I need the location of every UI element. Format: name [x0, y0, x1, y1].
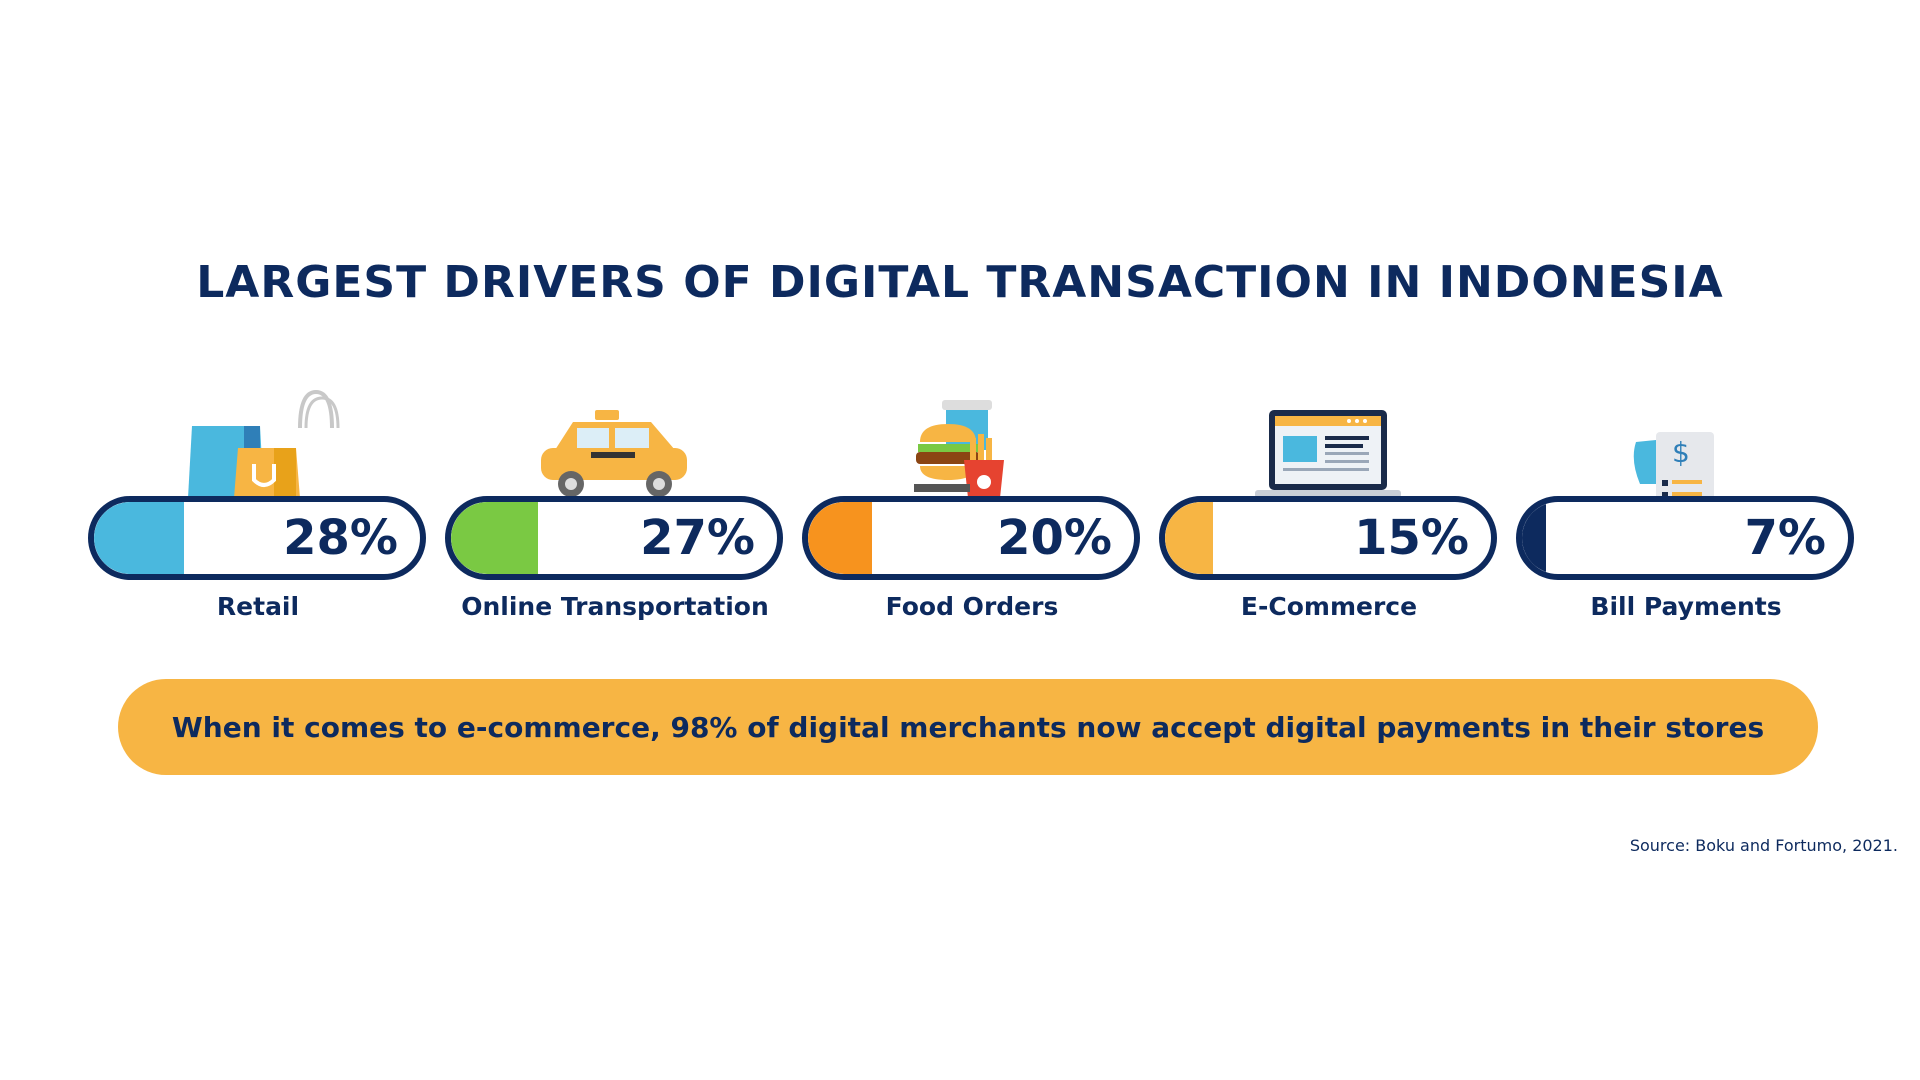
food-orders-label: Food Orders [885, 592, 1059, 621]
e-commerce-label: E-Commerce [1240, 592, 1418, 621]
driver-food-orders: 20% Food Orders [802, 380, 1142, 640]
driver-online-transportation: 27% Online Transportation [445, 380, 785, 640]
callout-banner: When it comes to e-commerce, 98% of digi… [118, 679, 1818, 775]
driver-retail: 28% Retail [88, 380, 428, 640]
retail-bar-fill [94, 502, 184, 574]
svg-text:$: $ [1672, 436, 1690, 469]
food-orders-value: 20% [997, 510, 1112, 566]
e-commerce-value: 15% [1354, 510, 1469, 566]
e-commerce-bar-fill [1165, 502, 1213, 574]
taxi-icon [541, 410, 687, 497]
bill-payments-value: 7% [1744, 510, 1827, 566]
food-orders-bar: 20% [802, 496, 1140, 580]
laptop-icon [1255, 410, 1401, 498]
shopping-bags-icon [188, 389, 340, 498]
retail-value: 28% [283, 510, 398, 566]
bill-payments-bar: 7% [1516, 496, 1854, 580]
e-commerce-bar: 15% [1159, 496, 1497, 580]
food-orders-bar-fill [808, 502, 872, 574]
retail-label: Retail [216, 592, 300, 621]
online-transportation-bar: 27% [445, 496, 783, 580]
bill-payments-label: Bill Payments [1590, 592, 1782, 621]
fast-food-icon [914, 400, 1004, 498]
online-transportation-bar-fill [451, 502, 538, 574]
bill-receipt-icon: $ [1633, 432, 1714, 542]
source-note: Source: Boku and Fortumo, 2021. [1629, 836, 1898, 855]
driver-bill-payments: $ 7% Bill Payments [1516, 380, 1856, 640]
chart-title: LARGEST DRIVERS OF DIGITAL TRANSACTION I… [196, 257, 1724, 308]
online-transportation-value: 27% [640, 510, 755, 566]
driver-e-commerce: 15% E-Commerce [1159, 380, 1499, 640]
callout-text: When it comes to e-commerce, 98% of digi… [171, 710, 1765, 744]
online-transportation-label: Online Transportation [461, 592, 769, 621]
bill-payments-bar-fill [1522, 502, 1546, 574]
retail-bar: 28% [88, 496, 426, 580]
